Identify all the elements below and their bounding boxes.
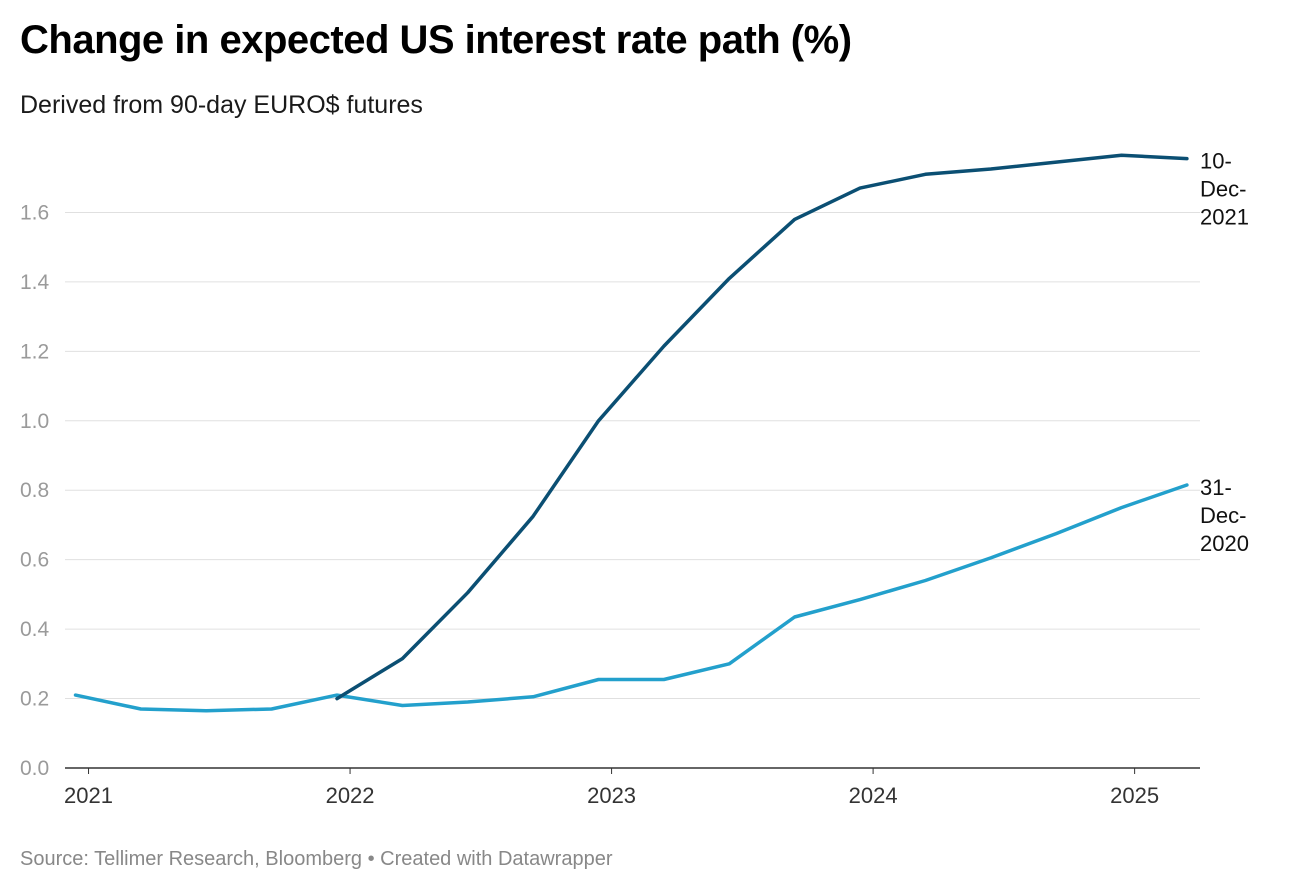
gridlines: [65, 211, 1200, 700]
series-lines: [73, 153, 1189, 713]
chart-title: Change in expected US interest rate path…: [20, 18, 852, 62]
x-tick-label: 2025: [1110, 783, 1159, 808]
series-line-31-dec-2020: [73, 483, 1189, 713]
source-note: Source: Tellimer Research, Bloomberg: [20, 848, 363, 870]
line-chart: 0.0 0.2 0.4 0.6 0.8 1.0 1.2 1.4 1.6 2021 2022 2023…: [20, 149, 1249, 808]
y-tick-label: 1.4: [20, 271, 50, 294]
series-label-line: 31-: [1200, 475, 1232, 500]
x-tick-label: 2021: [64, 783, 113, 808]
y-tick-label: 0.0: [20, 757, 49, 780]
y-tick-label: 0.4: [20, 618, 50, 641]
series-label-10-dec-2021: 10- Dec- 2021: [1200, 149, 1249, 230]
x-tick-label: 2022: [326, 783, 375, 808]
series-line-10-dec-2021: [335, 153, 1189, 701]
y-tick-label: 0.2: [20, 688, 49, 711]
y-tick-label: 1.2: [20, 340, 49, 363]
series-label-line: 2021: [1200, 205, 1249, 230]
chart-subtitle: Derived from 90-day EURO$ futures: [20, 91, 423, 119]
series-label-line: 2020: [1200, 531, 1249, 556]
series-label-line: Dec-: [1200, 177, 1246, 202]
x-tick-label: 2023: [587, 783, 636, 808]
chart-footer: Source: Tellimer Research, Bloomberg • C…: [20, 848, 613, 871]
footer-separator: •: [367, 848, 375, 870]
series-label-31-dec-2020: 31- Dec- 2020: [1200, 475, 1249, 556]
y-tick-label: 0.6: [20, 549, 49, 572]
series-label-line: 10-: [1200, 149, 1232, 174]
y-axis-ticks: 0.0 0.2 0.4 0.6 0.8 1.0 1.2 1.4 1.6: [20, 201, 50, 780]
series-label-line: Dec-: [1200, 503, 1246, 528]
x-tick-label: 2024: [849, 783, 898, 808]
y-tick-label: 1.6: [20, 201, 49, 224]
y-tick-label: 0.8: [20, 479, 49, 502]
series-labels: 10- Dec- 2021 31- Dec- 2020: [1200, 149, 1249, 556]
x-axis: 2021 2022 2023 2024 2025: [64, 767, 1200, 808]
datawrapper-credit: Created with Datawrapper: [380, 848, 613, 870]
y-tick-label: 1.0: [20, 410, 49, 433]
